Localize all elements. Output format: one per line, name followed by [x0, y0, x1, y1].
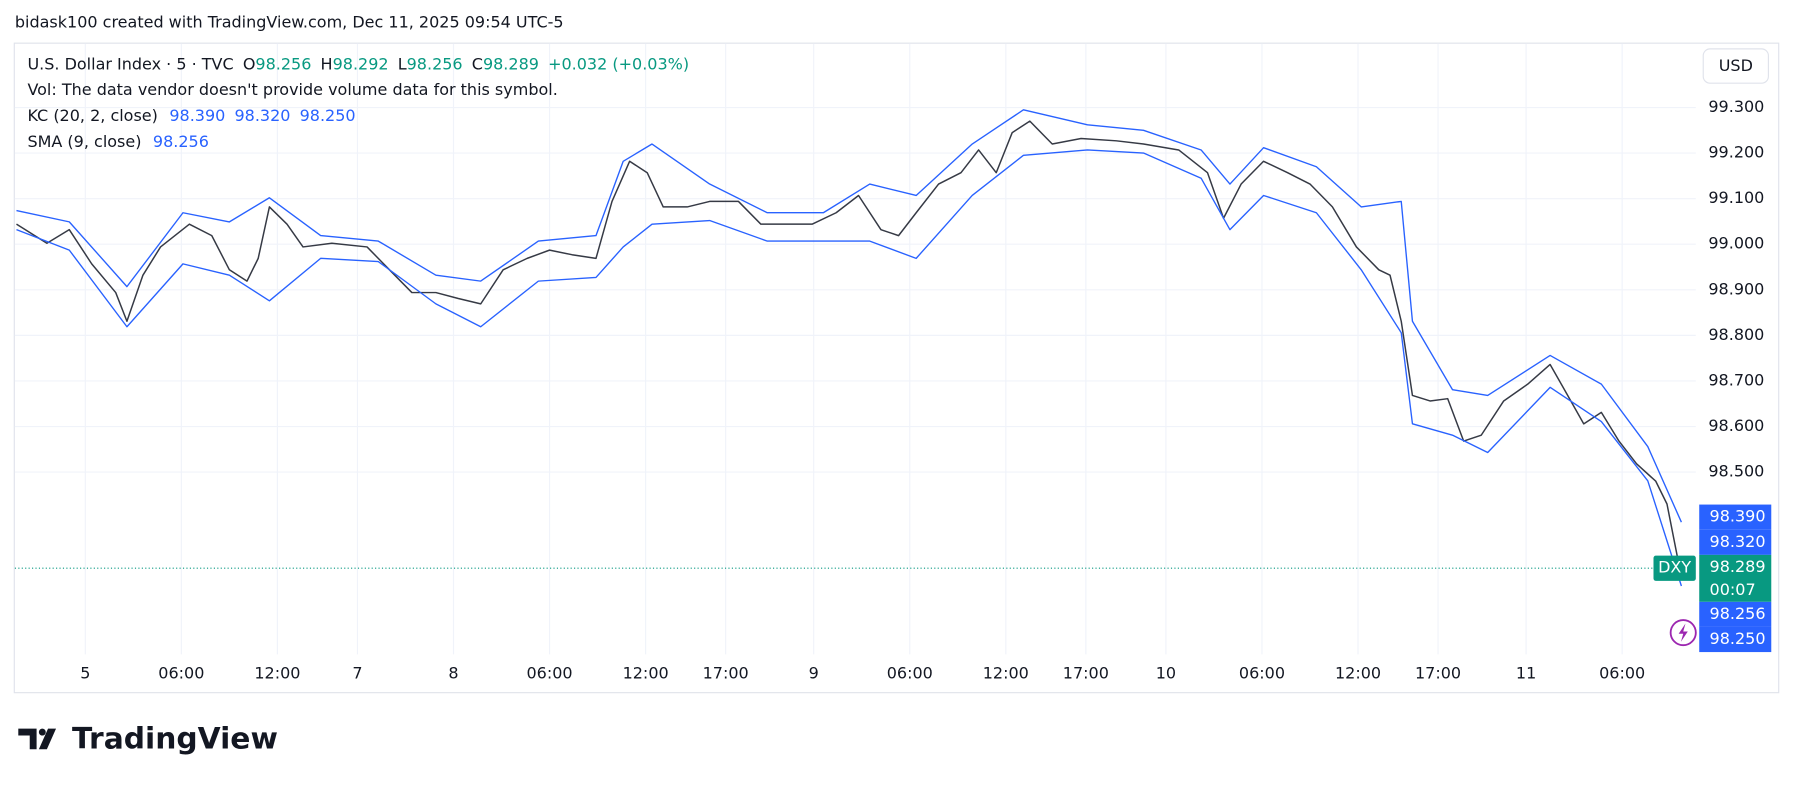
- y-tick-label: 98.800: [1708, 325, 1764, 344]
- y-tick-label: 99.100: [1708, 188, 1764, 207]
- price-tag: [1699, 601, 1772, 627]
- x-tick-label: 10: [1156, 663, 1176, 682]
- price-line: [16, 120, 1683, 569]
- legend-indicator: SMA (9, close) 98.256: [27, 132, 208, 151]
- x-tick-label: 17:00: [703, 663, 749, 682]
- ohlc-value: 98.292: [333, 54, 389, 73]
- price-tag-label: 98.256: [1710, 604, 1766, 623]
- legend-symbol: U.S. Dollar Index · 5 · TVC: [27, 54, 233, 73]
- alert-bolt: [1678, 623, 1688, 642]
- ohlc-key: L: [398, 54, 407, 73]
- indicator-value: 98.320: [234, 105, 290, 124]
- indicator-value: 98.250: [300, 105, 356, 124]
- ohlc-key: O: [243, 54, 256, 73]
- ohlc-value: 98.256: [255, 54, 311, 73]
- currency-label[interactable]: USD: [1719, 56, 1753, 75]
- indicator-value: 98.256: [153, 132, 209, 151]
- x-tick-label: 06:00: [527, 663, 573, 682]
- symbol-tag: [1653, 555, 1696, 581]
- x-tick-label: 12:00: [623, 663, 669, 682]
- indicator-name: KC (20, 2, close): [27, 105, 157, 124]
- x-tick-label: 12:00: [254, 663, 300, 682]
- x-tick-label: 9: [809, 663, 819, 682]
- y-tick-label: 98.900: [1708, 279, 1764, 298]
- legend-volume: Vol: The data vendor doesn't provide vol…: [27, 80, 557, 99]
- price-tag-label: 98.390: [1710, 507, 1766, 526]
- countdown-label: 00:07: [1710, 580, 1756, 599]
- legend-change: +0.032 (+0.03%): [548, 54, 689, 73]
- indicator-name: SMA (9, close): [27, 132, 141, 151]
- plot-area: 5 06:00 12:00 7 8 06:00 12:00 17:00 9 06:00 12:00 1…: [14, 43, 1764, 682]
- y-tick-label: 98.600: [1708, 416, 1764, 435]
- chart-frame: [13, 42, 1780, 694]
- y-tick-label: 98.500: [1708, 462, 1764, 481]
- brand-logo: [18, 728, 57, 750]
- last-price-tag-label: 98.289: [1710, 557, 1766, 576]
- indicator-value: 98.390: [169, 105, 225, 124]
- x-tick-label: 06:00: [1239, 663, 1285, 682]
- symbol-tag-label: DXY: [1658, 558, 1691, 577]
- ohlc-value: 98.256: [407, 54, 463, 73]
- x-tick-label: 06:00: [1599, 663, 1645, 682]
- x-tick-label: 5: [80, 663, 90, 682]
- x-tick-label: 7: [352, 663, 362, 682]
- channel-line: [16, 109, 1683, 523]
- channel-line: [16, 149, 1683, 587]
- y-tick-label: 99.000: [1708, 234, 1764, 253]
- x-tick-label: 17:00: [1415, 663, 1461, 682]
- x-tick-label: 06:00: [887, 663, 933, 682]
- currency-button[interactable]: [1702, 48, 1769, 84]
- price-tag-label: 98.250: [1710, 629, 1766, 648]
- y-tick-label: 99.200: [1708, 143, 1764, 162]
- last-price-tag: [1699, 554, 1772, 602]
- x-tick-label: 8: [448, 663, 458, 682]
- price-tag: [1699, 626, 1772, 653]
- attribution: bidask100 created with TradingView.com, …: [15, 13, 564, 32]
- x-tick-label: 12:00: [1335, 663, 1381, 682]
- price-tag: [1699, 529, 1772, 555]
- legend-symbol-line: U.S. Dollar Index · 5 · TVC O98.256 H98.29…: [27, 54, 689, 73]
- ohlc-key: H: [321, 54, 333, 73]
- legend-indicator: KC (20, 2, close) 98.390 98.320 98.250: [27, 105, 355, 124]
- x-tick-label: 17:00: [1063, 663, 1109, 682]
- y-tick-label: 99.300: [1708, 97, 1764, 116]
- ohlc-key: C: [472, 54, 483, 73]
- ohlc-value: 98.289: [483, 54, 539, 73]
- y-tick-label: 98.700: [1708, 370, 1764, 389]
- price-tag: [1699, 504, 1772, 530]
- x-tick-label: 12:00: [983, 663, 1029, 682]
- price-tag-label: 98.320: [1710, 532, 1766, 551]
- brand-name: TradingView: [72, 722, 278, 757]
- x-tick-label: 06:00: [158, 663, 204, 682]
- x-tick-label: 11: [1516, 663, 1536, 682]
